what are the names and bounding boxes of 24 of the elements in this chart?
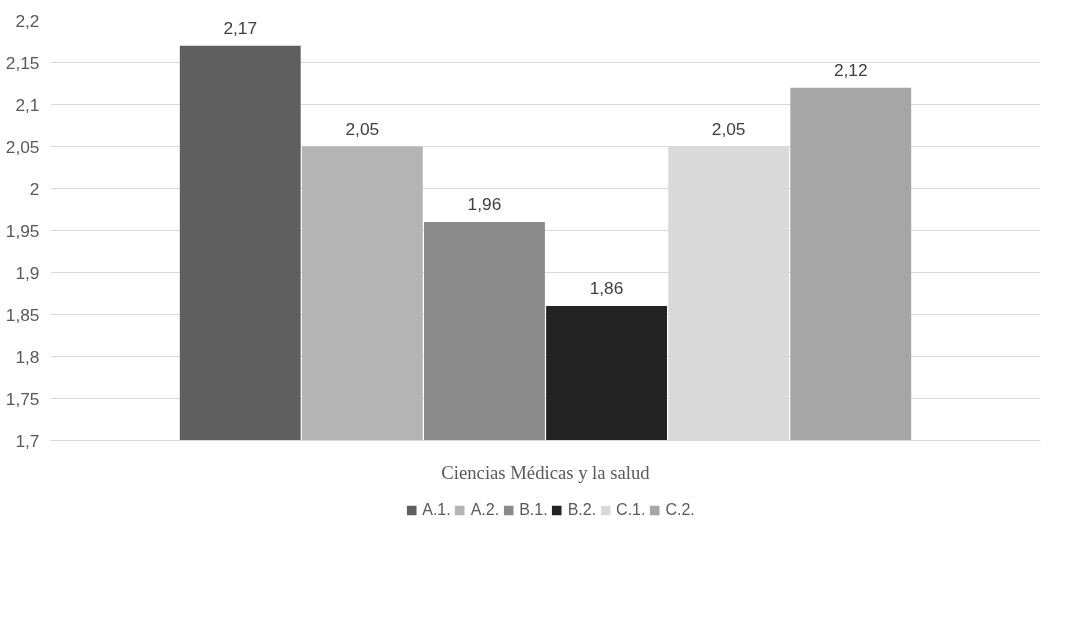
legend-label: C.1.	[616, 501, 646, 519]
y-tick-label: 1,8	[15, 346, 40, 367]
y-tick-label: 2	[29, 178, 40, 199]
data-label: 2,12	[833, 59, 868, 80]
data-label: 1,86	[589, 278, 624, 299]
y-tick-label: 1,85	[5, 304, 40, 325]
legend-label: B.1.	[519, 501, 548, 519]
legend-label: C.2.	[665, 501, 695, 519]
data-label: 2,17	[223, 17, 258, 38]
legend-label: A.2.	[470, 501, 500, 519]
y-tick-label: 1,7	[15, 430, 40, 451]
y-tick-label: 2,2	[15, 10, 40, 31]
y-tick-label: 2,15	[5, 52, 40, 73]
y-tick-label: 2,1	[15, 94, 40, 115]
data-label: 1,96	[467, 194, 502, 215]
y-tick-label: 1,95	[5, 220, 40, 241]
legend-label: A.1.	[422, 501, 451, 519]
legend-label: B.2.	[567, 501, 597, 519]
data-label: 2,05	[345, 118, 380, 139]
x-tick-label: Ciencias Médicas y la salud	[441, 461, 651, 483]
y-tick-label: 1,75	[5, 388, 40, 409]
y-tick-label: 1,9	[15, 262, 40, 283]
y-tick-label: 2,05	[5, 136, 40, 157]
data-label: 2,05	[711, 118, 746, 139]
